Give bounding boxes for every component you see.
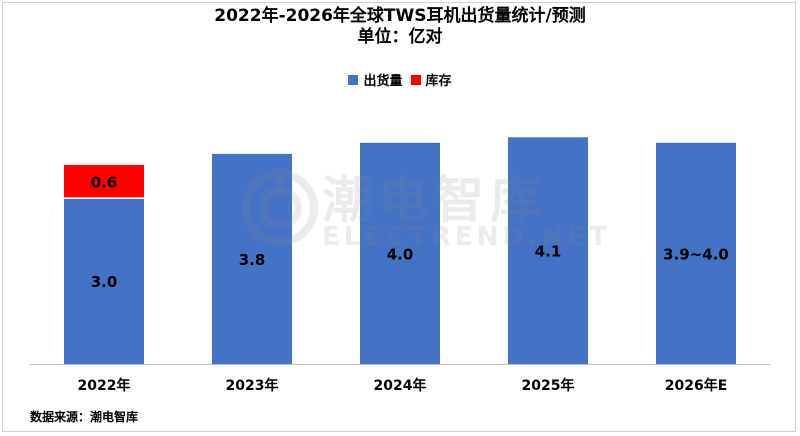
legend-swatch-inventory	[410, 74, 421, 85]
legend-item-shipments: 出货量	[348, 70, 403, 89]
chart-subtitle: 单位：亿对	[357, 27, 443, 47]
legend-label-inventory: 库存	[425, 74, 452, 89]
data-source: 数据来源：潮电智库	[30, 410, 139, 424]
legend-item-inventory: 库存	[410, 70, 452, 89]
bar-shipments-3	[508, 137, 588, 364]
x-tick-label-3: 2025年	[522, 377, 575, 394]
data-label-shipments-0: 3.0	[91, 273, 118, 291]
data-label-shipments-3: 4.1	[535, 243, 562, 261]
x-tick-label-1: 2023年	[226, 377, 279, 394]
x-tick-label-0: 2022年	[78, 377, 131, 394]
chart-title-block: 2022年-2026年全球TWS耳机出货量统计/预测 单位：亿对	[0, 6, 800, 48]
bar-shipments-1	[212, 153, 292, 364]
chart-frame	[2, 2, 796, 432]
data-label-shipments-4: 3.9~4.0	[663, 245, 729, 263]
chart-legend: 出货量 库存	[0, 70, 800, 89]
x-tick-label-4: 2026年E	[665, 377, 728, 394]
bar-shipments-4	[656, 142, 736, 364]
legend-label-shipments: 出货量	[363, 74, 403, 89]
bar-shipments-0	[64, 198, 144, 364]
bar-inventory-0	[64, 164, 144, 199]
data-label-shipments-2: 4.0	[387, 245, 414, 263]
chart-title: 2022年-2026年全球TWS耳机出货量统计/预测	[214, 6, 586, 26]
x-tick-label-2: 2024年	[374, 377, 427, 394]
data-label-shipments-1: 3.8	[239, 251, 266, 269]
legend-swatch-shipments	[348, 74, 359, 85]
data-label-inventory-0: 0.6	[91, 174, 118, 192]
bar-shipments-2	[360, 142, 440, 364]
